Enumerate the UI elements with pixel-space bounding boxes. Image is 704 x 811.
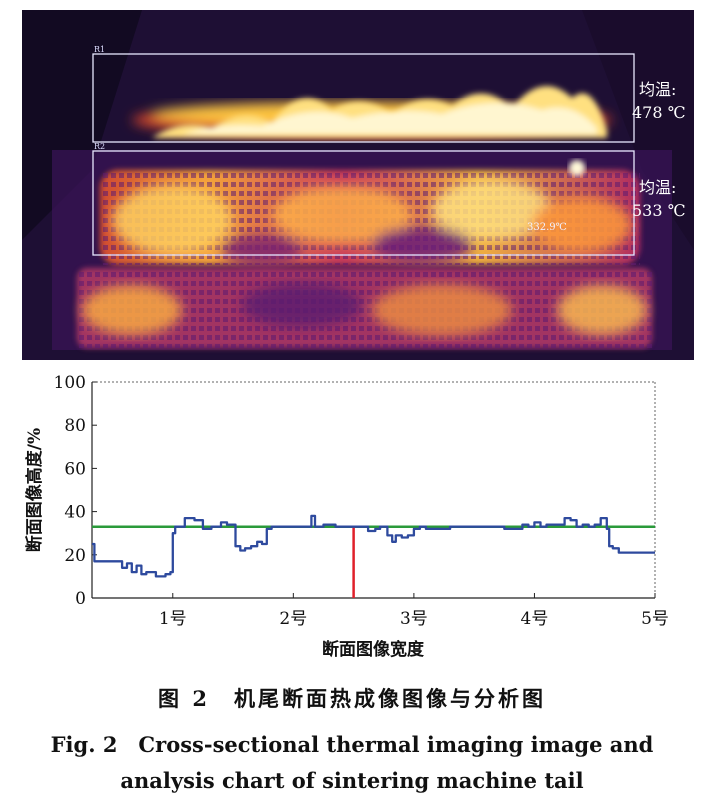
roi-r2-label: R2: [94, 142, 105, 151]
thermal-image-canvas: R1 R2 均温: 478 ℃ 均温: 533 ℃ 332.9℃: [22, 10, 694, 360]
roi-r1-avg-value: 478 ℃: [632, 103, 686, 122]
roi-r1-label: R1: [94, 45, 105, 54]
x-tick-label: 3号: [400, 609, 428, 629]
x-tick-label: 2号: [279, 609, 307, 629]
x-axis-label: 断面图像宽度: [322, 639, 425, 660]
figure-caption-english-line2: analysis chart of sintering machine tail: [120, 768, 584, 793]
x-tick-label: 1号: [159, 609, 187, 629]
figure-caption-chinese: 图 2 机尾断面热成像图像与分析图: [158, 686, 546, 711]
spot-temperature-reading: 332.9℃: [527, 222, 567, 233]
x-tick-label: 4号: [521, 609, 549, 629]
roi-r2-avg-value: 533 ℃: [632, 201, 686, 220]
y-tick-label: 40: [64, 503, 86, 523]
y-tick-label: 20: [64, 546, 86, 566]
y-tick-label: 0: [75, 589, 86, 609]
y-tick-label: 100: [54, 373, 86, 393]
y-tick-label: 60: [64, 459, 86, 479]
profile-chart-canvas: 0 20 40 60 80 100 1号 2号 3号 4号 5号 断面图像宽度 断面图像高度/%: [24, 373, 669, 660]
figure-caption-english-line1: Fig. 2 Cross-sectional thermal imaging i…: [50, 732, 654, 757]
roi-r1-box: [92, 53, 635, 143]
profile-series-line: [92, 514, 655, 578]
thermal-image: R1 R2 均温: 478 ℃ 均温: 533 ℃ 332.9℃: [22, 10, 694, 360]
profile-chart: 0 20 40 60 80 100 1号 2号 3号 4号 5号 断面图像宽度 断面图像高度/%: [0, 360, 704, 670]
y-axis-label: 断面图像高度/%: [24, 428, 45, 552]
roi-r2-box: [92, 150, 635, 256]
roi-r1-avg-label: 均温:: [639, 80, 676, 99]
y-tick-label: 80: [64, 416, 86, 436]
roi-r2-avg-label: 均温:: [639, 178, 676, 197]
x-tick-label: 5号: [641, 609, 669, 629]
